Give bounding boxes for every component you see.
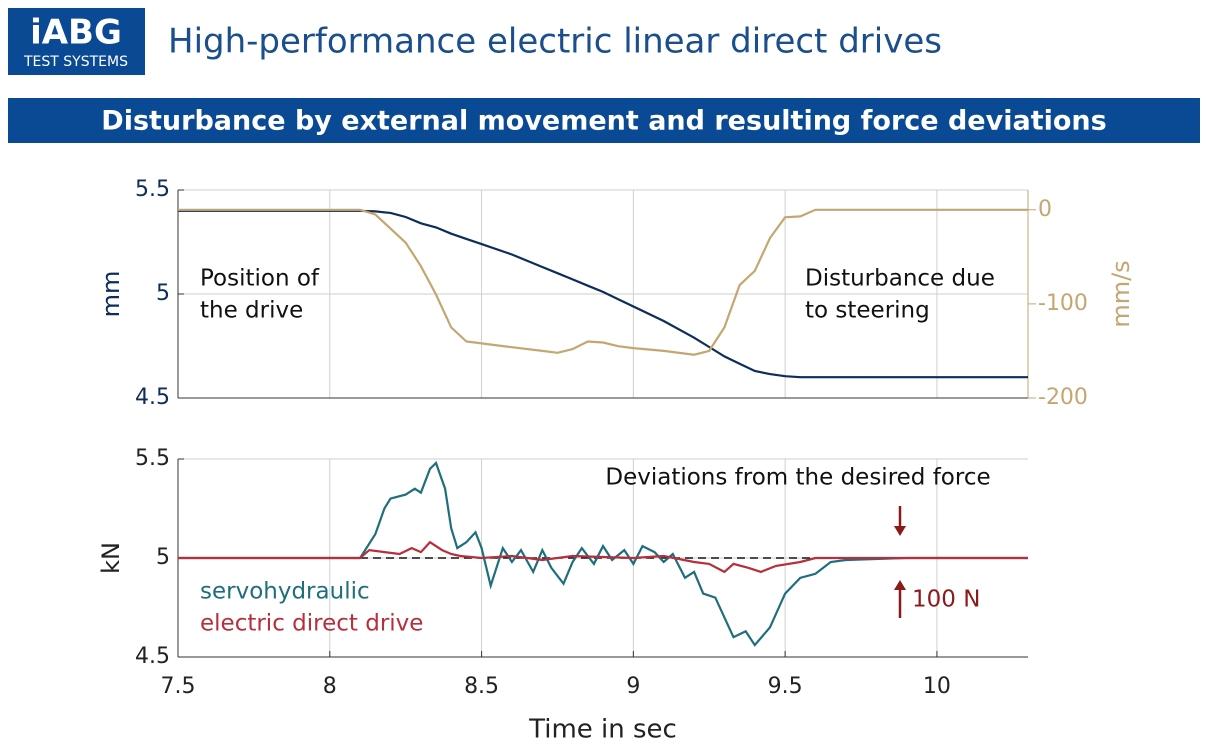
y-tick-label: 4.5 — [135, 385, 170, 410]
y-axis-label: kN — [97, 542, 125, 574]
x-axis-label: Time in sec — [528, 715, 677, 745]
page-title: High-performance electric linear direct … — [168, 22, 942, 62]
logo-box — [8, 8, 145, 75]
annotation: to steering — [805, 298, 930, 324]
x-tick-label: 9.5 — [768, 674, 803, 699]
series-line — [178, 540, 1028, 574]
y-tick-label: 5 — [156, 281, 170, 306]
x-tick-label: 7.5 — [161, 674, 196, 699]
annotation: Disturbance due — [805, 266, 995, 292]
legend-entry: servohydraulic — [200, 579, 370, 605]
y-tick-label: 5.5 — [135, 177, 170, 202]
annotation: Deviations from the desired force — [605, 465, 990, 491]
arrows — [894, 506, 906, 618]
annotation: 100 N — [912, 587, 980, 613]
logo-top: iABG — [30, 13, 122, 53]
annotation: the drive — [200, 298, 303, 324]
x-tick-label: 8 — [323, 674, 337, 699]
annotation: Position of — [200, 266, 320, 292]
x-tick-label: 9 — [626, 674, 640, 699]
y2-tick-label: -200 — [1038, 385, 1088, 410]
legend-entry: electric direct drive — [200, 611, 423, 637]
x-tick-label: 10 — [923, 674, 951, 699]
logo-bottom: TEST SYSTEMS — [23, 54, 128, 70]
x-tick-label: 8.5 — [464, 674, 499, 699]
y2-tick-label: -100 — [1038, 291, 1088, 316]
series-line — [178, 208, 1028, 356]
banner — [8, 98, 1200, 143]
y-tick-label: 5.5 — [135, 446, 170, 471]
y2-axis-label: mm/s — [1107, 260, 1135, 327]
y-tick-label: 4.5 — [135, 644, 170, 669]
series-line — [178, 461, 1028, 647]
series-line — [178, 209, 1028, 379]
y-axis-label: mm — [97, 271, 125, 318]
y-tick-label: 5 — [156, 545, 170, 570]
y2-tick-label: 0 — [1038, 197, 1052, 222]
banner-text: Disturbance by external movement and res… — [101, 106, 1106, 137]
